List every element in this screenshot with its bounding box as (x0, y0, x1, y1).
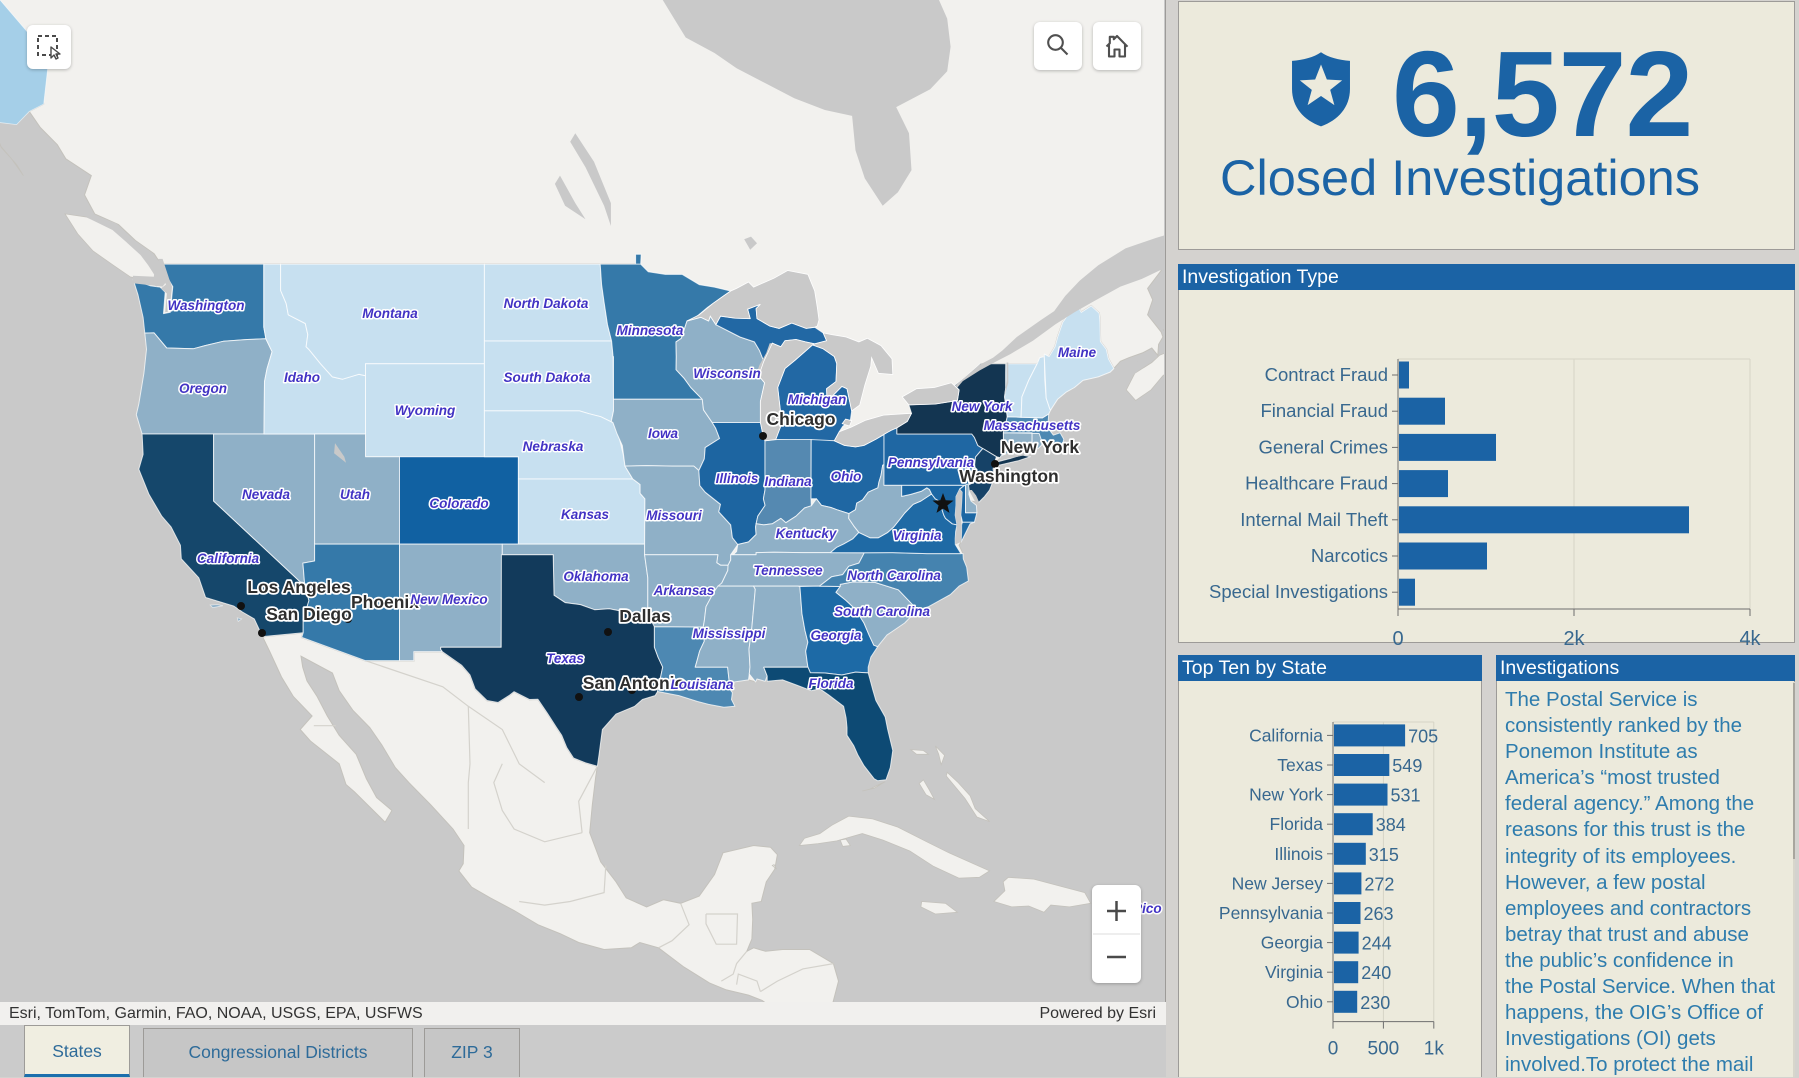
svg-text:Iowa: Iowa (648, 426, 678, 441)
svg-text:Oklahoma: Oklahoma (563, 569, 629, 584)
svg-text:Healthcare Fraud: Healthcare Fraud (1245, 473, 1388, 494)
svg-text:531: 531 (1391, 786, 1421, 806)
svg-text:Wisconsin: Wisconsin (693, 366, 760, 381)
svg-text:Narcotics: Narcotics (1311, 545, 1388, 566)
svg-text:Pennsylvania: Pennsylvania (1219, 903, 1323, 923)
svg-text:Contract Fraud: Contract Fraud (1265, 364, 1388, 385)
svg-text:315: 315 (1369, 845, 1399, 865)
svg-text:Mississippi: Mississippi (693, 626, 766, 641)
svg-text:Georgia: Georgia (1261, 933, 1324, 953)
svg-text:Financial Fraud: Financial Fraud (1260, 400, 1388, 421)
svg-text:Minnesota: Minnesota (617, 323, 684, 338)
svg-text:Chicago: Chicago (766, 409, 835, 429)
svg-text:4k: 4k (1739, 628, 1761, 650)
svg-text:Missouri: Missouri (646, 508, 702, 523)
svg-text:Virginia: Virginia (1265, 962, 1323, 982)
svg-text:New Jersey: New Jersey (1232, 873, 1324, 893)
svg-text:Virginia: Virginia (892, 528, 942, 543)
svg-text:Idaho: Idaho (284, 370, 320, 385)
svg-text:Florida: Florida (1270, 814, 1324, 834)
svg-text:230: 230 (1360, 993, 1390, 1013)
svg-text:Los Angeles: Los Angeles (247, 577, 351, 597)
svg-text:2k: 2k (1563, 628, 1585, 650)
svg-text:Nevada: Nevada (242, 487, 291, 502)
svg-text:South Dakota: South Dakota (503, 370, 590, 385)
svg-text:263: 263 (1364, 904, 1394, 924)
svg-text:Massachusetts: Massachusetts (984, 418, 1081, 433)
svg-text:500: 500 (1368, 1039, 1400, 1060)
svg-text:Washington: Washington (168, 298, 245, 313)
svg-text:Colorado: Colorado (429, 496, 488, 511)
svg-text:Special Investigations: Special Investigations (1209, 581, 1388, 602)
svg-text:Montana: Montana (362, 306, 418, 321)
svg-text:New York: New York (1249, 785, 1323, 805)
svg-text:384: 384 (1376, 815, 1406, 835)
svg-text:Wyoming: Wyoming (395, 403, 456, 418)
svg-text:Ohio: Ohio (1286, 992, 1323, 1012)
svg-text:North Dakota: North Dakota (504, 296, 589, 311)
svg-text:San Antonio: San Antonio (583, 673, 685, 693)
svg-text:North Carolina: North Carolina (847, 568, 941, 583)
svg-text:705: 705 (1408, 726, 1438, 746)
svg-text:Illinois: Illinois (716, 471, 759, 486)
svg-text:California: California (197, 551, 260, 566)
svg-text:Internal Mail Theft: Internal Mail Theft (1240, 509, 1388, 530)
svg-text:Indiana: Indiana (764, 474, 812, 489)
svg-text:Pennsylvania: Pennsylvania (888, 455, 975, 470)
svg-text:Ohio: Ohio (831, 469, 862, 484)
svg-text:Maine: Maine (1058, 345, 1097, 360)
svg-text:New York: New York (1001, 437, 1079, 457)
svg-text:Dallas: Dallas (619, 606, 671, 626)
svg-text:Tennessee: Tennessee (753, 563, 823, 578)
svg-text:California: California (1249, 725, 1323, 745)
svg-text:240: 240 (1361, 963, 1391, 983)
svg-text:South Carolina: South Carolina (834, 604, 930, 619)
svg-text:New York: New York (952, 399, 1014, 414)
svg-text:Arkansas: Arkansas (653, 583, 715, 598)
svg-text:Kansas: Kansas (561, 507, 610, 522)
svg-text:Phoenix: Phoenix (351, 592, 419, 612)
svg-text:Nebraska: Nebraska (523, 439, 584, 454)
svg-text:Louisiana: Louisiana (670, 677, 734, 692)
svg-text:Utah: Utah (340, 487, 370, 502)
svg-text:Oregon: Oregon (179, 381, 227, 396)
svg-text:244: 244 (1362, 934, 1392, 954)
svg-text:Texas: Texas (546, 651, 584, 666)
svg-text:Kentucky: Kentucky (776, 526, 838, 541)
svg-text:Florida: Florida (808, 676, 853, 691)
svg-text:General Crimes: General Crimes (1258, 436, 1388, 457)
svg-text:Texas: Texas (1277, 755, 1323, 775)
svg-text:549: 549 (1392, 756, 1422, 776)
svg-text:Michigan: Michigan (788, 392, 847, 407)
svg-text:Illinois: Illinois (1274, 844, 1323, 864)
svg-text:Washington: Washington (959, 466, 1058, 486)
svg-text:0: 0 (1392, 628, 1403, 650)
svg-text:San Diego: San Diego (266, 604, 352, 624)
svg-text:Georgia: Georgia (810, 628, 862, 643)
svg-text:272: 272 (1364, 874, 1394, 894)
svg-text:New Mexico: New Mexico (410, 592, 487, 607)
svg-text:0: 0 (1328, 1039, 1339, 1060)
svg-text:1k: 1k (1424, 1039, 1445, 1060)
